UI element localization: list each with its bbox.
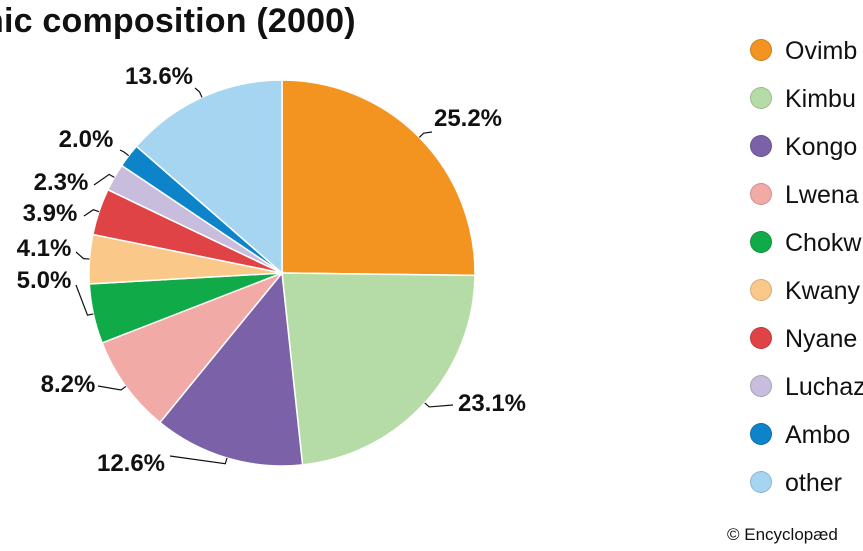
pie-slice-kimbu: [281, 272, 476, 466]
pie-slices: [88, 79, 476, 467]
legend-label: other: [785, 469, 842, 497]
legend-swatch-icon: [750, 327, 772, 349]
percent-label-luchaz: 2.3%: [34, 169, 89, 196]
leader-lines: [75, 87, 454, 465]
percent-label-kwany: 4.1%: [17, 235, 72, 262]
legend-label: Lwena: [785, 181, 859, 209]
legend-swatch-icon: [750, 87, 772, 109]
percent-label-ambo: 2.0%: [59, 126, 114, 153]
percent-label-nyane: 3.9%: [23, 200, 78, 227]
percent-label-kongo: 12.6%: [97, 450, 165, 477]
leader-line-luchaz: [93, 173, 115, 186]
legend-swatch-icon: [750, 135, 772, 157]
legend-swatch-icon: [750, 375, 772, 397]
leader-line-chokw: [75, 284, 94, 316]
legend-swatch-icon: [750, 279, 772, 301]
leader-line-lwena: [97, 385, 127, 391]
pie-slice-lwena: [101, 271, 285, 424]
legend-swatch-icon: [750, 471, 772, 493]
percent-label-lwena: 8.2%: [41, 371, 96, 398]
leader-line-kwany: [75, 251, 90, 260]
leader-line-nyane: [83, 209, 100, 217]
leader-line-kimbu: [424, 402, 454, 408]
credit-text: © Encyclopæd: [727, 525, 838, 544]
pie-slice-other: [135, 79, 283, 275]
legend-swatch-icon: [750, 183, 772, 205]
legend-label: Kongo: [785, 133, 858, 161]
leader-line-other: [194, 87, 203, 98]
legend-label: Kwany: [785, 277, 861, 305]
leader-line-ambo: [119, 149, 130, 157]
percent-label-ovimb: 25.2%: [434, 105, 502, 132]
percent-label-other: 13.6%: [125, 63, 193, 90]
legend-label: Kimbu: [785, 85, 856, 113]
percent-labels: 25.2% 23.1% 12.6% 8.2% 5.0% 4.1% 3.9% 2.3% 2.0% 1…: [17, 63, 526, 477]
pie-slice-ovimb: [281, 79, 476, 277]
legend-swatch-icon: [750, 39, 772, 61]
legend-swatch-icon: [750, 231, 772, 253]
percent-label-chokw: 5.0%: [17, 267, 72, 294]
legend-label: Ovimb: [785, 37, 858, 65]
legend-label: Luchaz: [785, 373, 863, 401]
leader-line-ovimb: [418, 131, 433, 138]
legend-swatch-icon: [750, 423, 772, 445]
percent-label-kimbu: 23.1%: [458, 390, 526, 417]
chart-title: nic composition (2000): [0, 2, 356, 40]
legend-label: Nyane: [785, 325, 858, 353]
legend-label: Ambo: [785, 421, 851, 449]
leader-line-kongo: [169, 455, 228, 465]
legend-label: Chokw: [785, 229, 862, 257]
pie-slice-kongo: [158, 271, 304, 467]
